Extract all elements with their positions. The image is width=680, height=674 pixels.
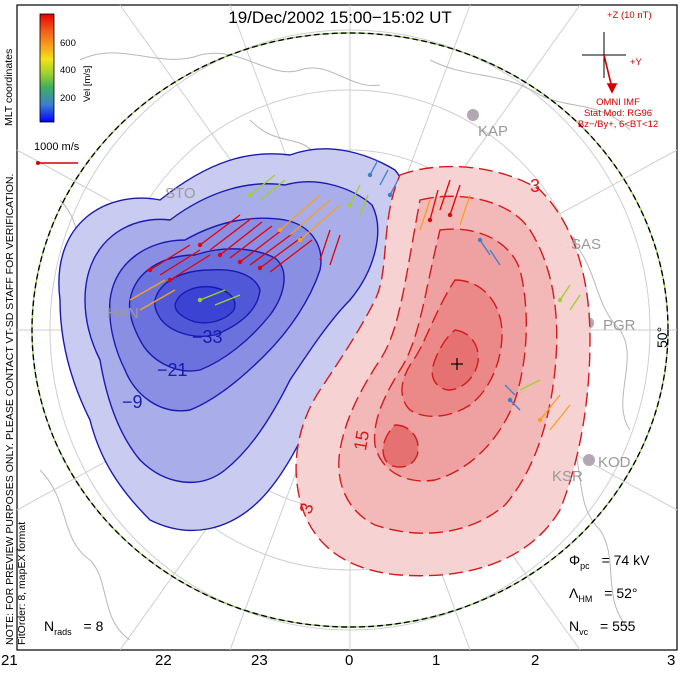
colorbar-unit-label: Vel [m/s] bbox=[82, 65, 93, 102]
imf-z-label: +Z (10 nT) bbox=[607, 10, 652, 21]
latitude-label: 50° bbox=[654, 326, 670, 348]
potential-max-marker bbox=[451, 358, 463, 370]
station-ksr: KSR bbox=[552, 468, 583, 485]
colorbar-tick-200: 200 bbox=[60, 93, 76, 104]
preview-note-line1: NOTE: FOR PREVIEW PURPOSES ONLY. PLEASE … bbox=[4, 173, 16, 645]
lambda-hm-stat: ΛHM = 52° bbox=[569, 585, 638, 604]
station-sas: SAS bbox=[571, 236, 602, 253]
preview-note: NOTE: FOR PREVIEW PURPOSES ONLY. PLEASE … bbox=[4, 174, 28, 645]
velocity-vectors bbox=[129, 159, 581, 431]
imf-source-label: OMNI IMF bbox=[596, 97, 640, 108]
contour-label-pos-3-top: 3 bbox=[530, 176, 541, 196]
n-rads-stat: Nrads = 8 bbox=[44, 618, 103, 637]
velocity-colorbar bbox=[39, 13, 55, 123]
station-pgr: PGR bbox=[603, 317, 636, 334]
imf-y-label: +Y bbox=[630, 57, 642, 68]
lambda-hm-value: = 52° bbox=[604, 585, 638, 601]
mlt-tick-2: 2 bbox=[531, 652, 540, 669]
station-han: HAN bbox=[107, 305, 139, 322]
station-sto: STO bbox=[165, 185, 196, 202]
contour-label-pos-15: 15 bbox=[349, 428, 374, 453]
negative-potential-cell bbox=[58, 148, 411, 532]
colorbar-tick-400: 400 bbox=[60, 65, 76, 76]
n-rads-value: = 8 bbox=[83, 618, 104, 634]
n-vc-symbol: N bbox=[569, 618, 580, 634]
lambda-hm-symbol: Λ bbox=[569, 585, 579, 601]
n-vc-stat: Nvc = 555 bbox=[569, 618, 635, 637]
imf-model-label: Stat Mod: RG96 bbox=[583, 108, 653, 119]
mlt-tick-22: 22 bbox=[155, 652, 172, 669]
station-kod: KOD bbox=[598, 454, 631, 471]
mlt-tick-3: 3 bbox=[667, 652, 676, 669]
contour-label-neg-9: −9 bbox=[122, 392, 143, 412]
mlt-tick-1: 1 bbox=[432, 652, 441, 669]
contour-label-neg-33: −33 bbox=[192, 327, 223, 347]
imf-vector-icon bbox=[603, 54, 618, 94]
contour-label-neg-21: −21 bbox=[157, 360, 188, 380]
mlt-tick-0: 0 bbox=[345, 652, 354, 669]
mlt-tick-23: 23 bbox=[251, 652, 268, 669]
coordinates-label: MLT coordinates bbox=[3, 48, 15, 126]
positive-potential-cell bbox=[295, 165, 591, 577]
colorbar-tick-600: 600 bbox=[60, 38, 76, 49]
plot-border bbox=[16, 4, 678, 651]
mlt-tick-21: 21 bbox=[1, 652, 18, 669]
phi-pc-stat: Φpc = 74 kV bbox=[569, 552, 649, 571]
scale-vector-label: 1000 m/s bbox=[34, 141, 80, 153]
phi-pc-symbol: Φ bbox=[569, 552, 581, 568]
velocity-vector-origins bbox=[147, 172, 563, 423]
n-rads-symbol: N bbox=[44, 618, 55, 634]
lambda-hm-subscript: HM bbox=[578, 593, 593, 604]
phi-pc-subscript: pc bbox=[580, 560, 590, 571]
phi-pc-value: = 74 kV bbox=[601, 552, 650, 568]
n-vc-value: = 555 bbox=[600, 618, 636, 634]
heppner-maynard-boundary bbox=[31, 32, 669, 628]
n-rads-subscript: rads bbox=[54, 626, 72, 637]
imf-condition-label: Bz−/By+, 6<BT<12 bbox=[577, 119, 659, 130]
map-title: 19/Dec/2002 15:00−15:02 UT bbox=[228, 8, 452, 27]
station-kap: KAP bbox=[478, 123, 509, 140]
scale-vector-origin bbox=[36, 161, 40, 165]
imf-info: OMNI IMF Stat Mod: RG96 Bz−/By+, 6<BT<12 bbox=[562, 97, 674, 130]
n-vc-subscript: vc bbox=[579, 626, 589, 637]
heppner-maynard-boundary-highlight bbox=[31, 32, 669, 628]
fit-order-line: FitOrder: 8, mapEX format bbox=[16, 521, 28, 645]
